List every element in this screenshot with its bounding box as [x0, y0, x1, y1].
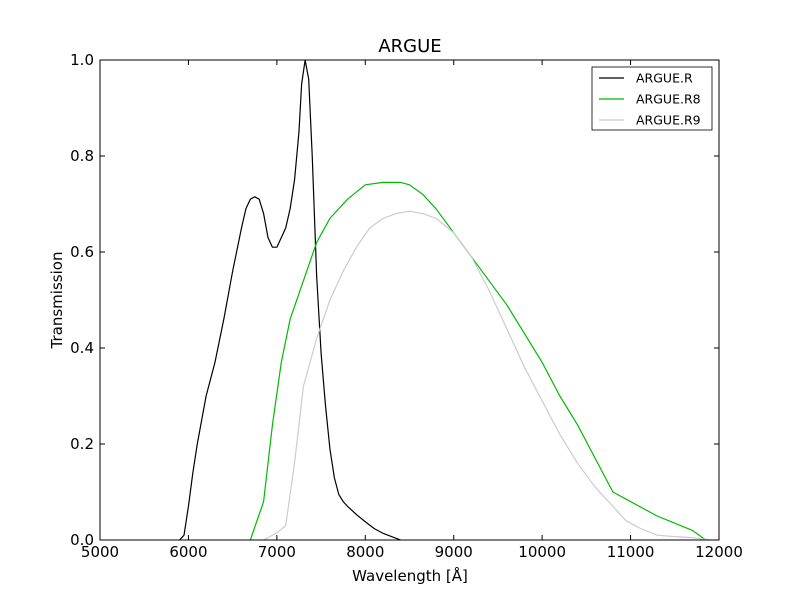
y-tick-label: 0.2: [70, 435, 94, 453]
x-tick-label: 12000: [695, 543, 743, 561]
x-tick-label: 8000: [346, 543, 384, 561]
chart-title: ARGUE: [378, 36, 441, 57]
legend: ARGUE.R ARGUE.R8 ARGUE.R9: [591, 66, 713, 131]
plot-frame: [99, 59, 720, 541]
x-tick-label: 6000: [169, 543, 207, 561]
y-tick-label: 0.6: [70, 243, 94, 261]
x-tick-label: 11000: [607, 543, 655, 561]
y-tick-label: 0.4: [70, 339, 94, 357]
legend-label: ARGUE.R8: [636, 92, 701, 107]
legend-items: ARGUE.R ARGUE.R8 ARGUE.R9: [599, 71, 701, 128]
legend-label: ARGUE.R9: [636, 113, 701, 128]
x-tick-label: 10000: [518, 543, 566, 561]
legend-label: ARGUE.R: [636, 71, 693, 86]
plot-area: 5000 6000 7000 8000 9000 10000 11000 12000 0.00…: [70, 51, 743, 561]
x-tick-label: 5000: [81, 543, 119, 561]
y-tick-label: 1.0: [70, 51, 94, 69]
series-layer: [179, 60, 711, 540]
y-tick-label: 0.0: [70, 531, 94, 549]
y-axis-ticks: 0.0 0.2 0.4 0.6 0.8 1.0: [70, 51, 719, 549]
x-tick-label: 9000: [435, 543, 473, 561]
x-axis-label: Wavelength [Å]: [352, 566, 468, 585]
series-line-argue-r9: [263, 210, 711, 540]
y-axis-label: Transmission: [48, 252, 66, 350]
x-axis-ticks: 5000 6000 7000 8000 9000 10000 11000 12000: [81, 60, 743, 561]
x-tick-label: 7000: [258, 543, 296, 561]
series-line-argue-r: [179, 60, 401, 540]
y-tick-label: 0.8: [70, 147, 94, 165]
